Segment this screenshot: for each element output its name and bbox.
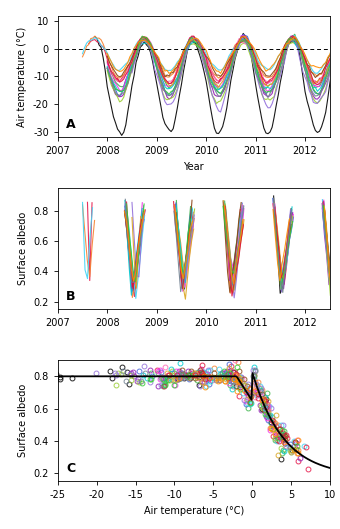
X-axis label: Air temperature (°C): Air temperature (°C) <box>144 506 244 516</box>
Text: C: C <box>66 462 75 476</box>
X-axis label: Year: Year <box>184 162 204 172</box>
Text: A: A <box>66 118 75 131</box>
Y-axis label: Air temperature (°C): Air temperature (°C) <box>17 26 27 126</box>
Y-axis label: Surface albedo: Surface albedo <box>18 212 28 285</box>
Text: B: B <box>66 290 75 303</box>
Y-axis label: Surface albedo: Surface albedo <box>18 384 28 458</box>
